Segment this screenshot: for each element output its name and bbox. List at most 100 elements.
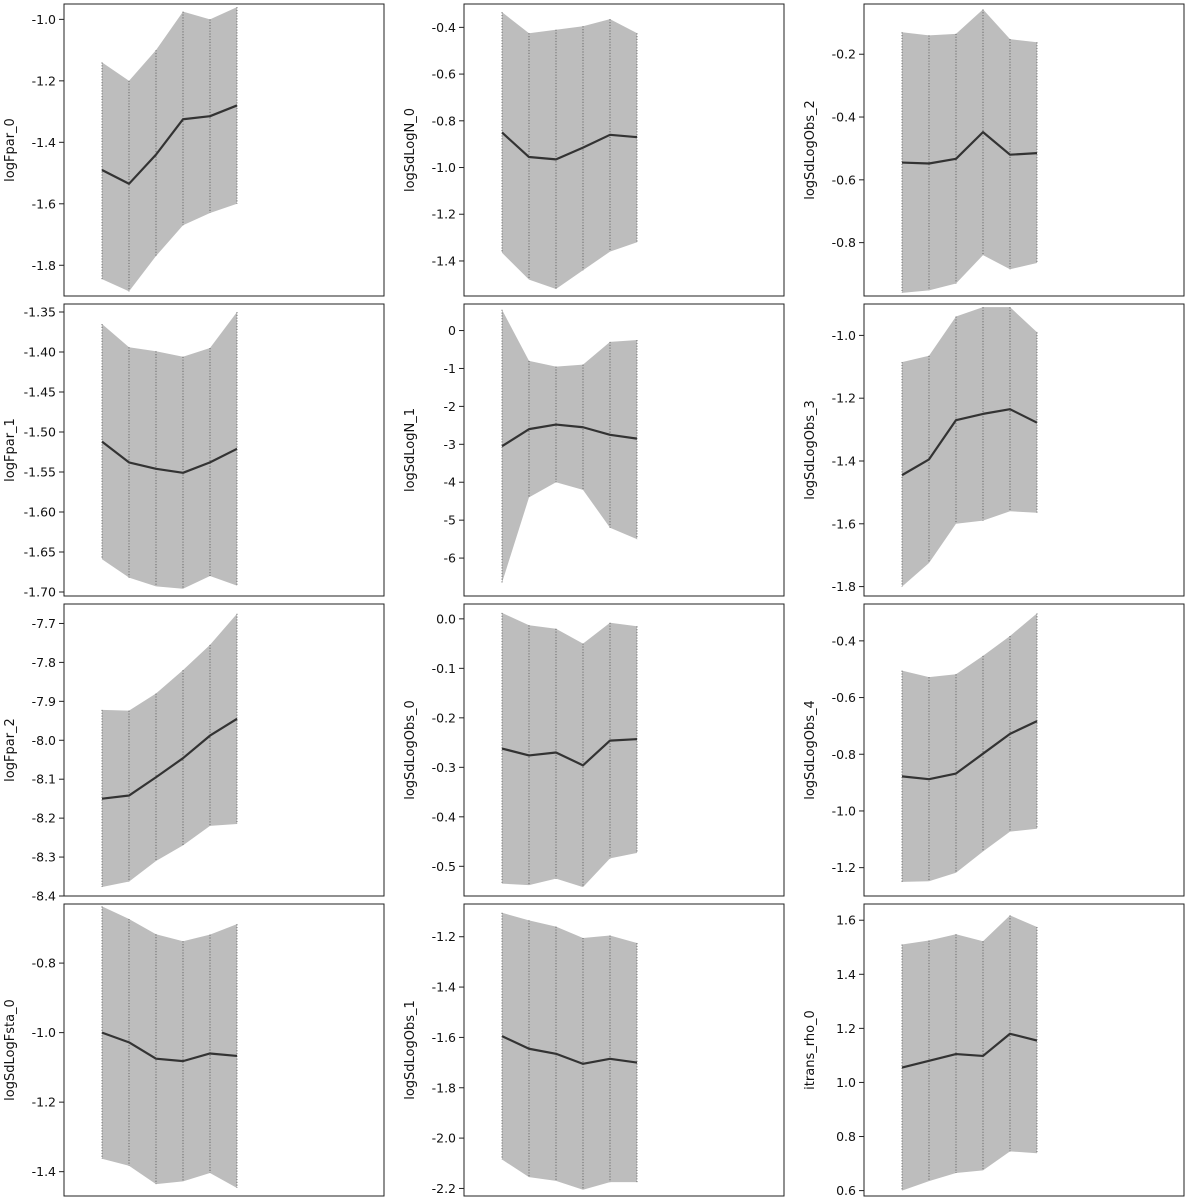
plot-frame (863, 303, 1185, 597)
mean-line (901, 1032, 1038, 1069)
y-tick-label-7: -8.3 (32, 850, 56, 865)
y-tick-label-2: -1.40 (24, 345, 56, 360)
y-tick-label-1: -0.8 (32, 956, 56, 971)
plot-frame (863, 3, 1185, 297)
y-tick-label-2: 1.4 (836, 967, 856, 982)
y-tick-label-5: -1.2 (432, 207, 456, 222)
y-tick-label-6: -2.2 (432, 1181, 456, 1196)
confidence-band (102, 906, 237, 1189)
y-tick-label-5: -2.0 (432, 1131, 456, 1146)
y-tick-label-5: 0.8 (836, 1129, 856, 1144)
y-tick-label-1: 1.6 (836, 913, 856, 928)
y-tick-label-1: 0.0 (436, 611, 456, 626)
y-tick-label-1: -1.35 (24, 305, 56, 320)
y-tick-label-1: -1.2 (432, 929, 456, 944)
y-tick-label-4: -0.8 (832, 235, 856, 250)
plot-frame (463, 903, 785, 1197)
confidence-band (502, 612, 637, 888)
plot-frame (863, 603, 1185, 897)
y-tick-label-3: -2 (444, 399, 456, 414)
chart-panel-6: -1.0 -1.2 -1.4 -1.6 -1.8 logSdLogObs_3 (803, 303, 1185, 597)
mean-line (901, 720, 1038, 781)
chart-panel-12: 1.6 1.4 1.2 1.0 0.8 0.6 itrans_rho_0 (803, 903, 1185, 1198)
confidence-band (902, 307, 1037, 587)
chart-panel-1: -1.0 -1.2 -1.4 -1.6 -1.8 logFpar_0 (3, 3, 385, 297)
y-tick-label-3: -0.8 (432, 113, 456, 128)
y-tick-label-5: -8.1 (32, 772, 56, 787)
y-tick-label-5: -1.8 (32, 258, 56, 273)
plot-frame (63, 303, 385, 597)
plot-frame (463, 303, 785, 597)
y-axis-label: logSdLogObs_4 (803, 700, 818, 800)
y-tick-label-5: -0.4 (432, 809, 456, 824)
chart-panel-5: 0 -1 -2 -3 -4 -5 -6 logSdLogN_1 (403, 303, 785, 597)
y-tick-label-8: -8.4 (32, 889, 56, 904)
y-tick-label-5: -4 (444, 475, 457, 490)
y-tick-label-2: -1 (444, 361, 456, 376)
y-tick-label-2: -1.0 (32, 1025, 56, 1040)
y-tick-label-3: -1.4 (832, 453, 856, 468)
y-tick-label-2: -1.2 (832, 391, 856, 406)
y-tick-label-5: -1.8 (832, 579, 856, 594)
y-axis-label: logSdLogObs_0 (403, 700, 418, 800)
mean-line (101, 440, 238, 474)
y-tick-label-6: -1.4 (432, 253, 456, 268)
y-tick-label-3: -1.2 (32, 1095, 56, 1110)
y-tick-label-5: -1.2 (832, 860, 856, 875)
y-tick-label-2: -0.4 (832, 110, 856, 125)
mean-line (101, 104, 238, 185)
plot-frame (863, 903, 1185, 1197)
y-tick-label-3: -0.6 (832, 172, 856, 187)
y-tick-label-3: -7.9 (32, 694, 56, 709)
y-tick-label-4: -8.0 (32, 733, 56, 748)
y-axis-label: logFpar_2 (3, 718, 18, 782)
mean-line (501, 131, 638, 161)
y-tick-label-2: -1.2 (32, 73, 56, 88)
y-tick-label-4: -1.0 (832, 803, 856, 818)
y-tick-label-6: -5 (444, 513, 456, 528)
y-tick-label-4: -1.6 (32, 196, 56, 211)
plot-frame (463, 603, 785, 897)
y-tick-label-1: -0.4 (432, 20, 456, 35)
mean-line (501, 423, 638, 448)
y-tick-label-4: -1.0 (432, 160, 456, 175)
mean-line (501, 1035, 638, 1065)
y-tick-label-3: 1.2 (836, 1021, 856, 1036)
chart-panel-2: -0.4 -0.6 -0.8 -1.0 -1.2 -1.4 logSdLogN_0 (403, 3, 785, 297)
plot-frame (63, 3, 385, 297)
y-tick-label-4: -1.4 (32, 1164, 56, 1179)
y-tick-label-4: 1.0 (836, 1075, 856, 1090)
confidence-band (102, 613, 237, 888)
y-tick-label-3: -0.2 (432, 710, 456, 725)
y-tick-label-8: -1.70 (24, 585, 56, 600)
y-tick-label-6: -1.60 (24, 505, 56, 520)
mean-line (101, 1031, 238, 1063)
y-tick-label-4: -1.6 (832, 516, 856, 531)
y-axis-label: logSdLogN_0 (403, 108, 418, 192)
chart-panel-7: -7.7 -7.8 -7.9 -8.0 -8.1 -8.2 -8.3 -8.4 logFpar_… (3, 603, 385, 904)
y-tick-label-6: -0.5 (432, 859, 456, 874)
mean-line (901, 131, 1038, 165)
y-axis-label: itrans_rho_0 (803, 1010, 818, 1090)
y-axis-label: logSdLogN_1 (403, 408, 418, 492)
mean-line (901, 408, 1038, 477)
y-tick-label-6: -8.2 (32, 811, 56, 826)
chart-panel-3: -0.2 -0.4 -0.6 -0.8 logSdLogObs_2 (803, 3, 1185, 297)
y-tick-label-2: -7.8 (32, 655, 56, 670)
y-tick-label-5: -1.55 (24, 465, 56, 480)
confidence-band (102, 312, 237, 589)
y-axis-label: logSdLogObs_1 (403, 1000, 418, 1100)
mean-line (101, 717, 238, 800)
confidence-band (502, 309, 637, 583)
y-tick-label-3: -0.8 (832, 747, 856, 762)
y-tick-label-7: -1.65 (24, 545, 56, 560)
y-tick-label-1: -0.2 (832, 47, 856, 62)
y-tick-label-6: 0.6 (836, 1183, 856, 1198)
y-tick-label-1: -1.0 (832, 328, 856, 343)
y-tick-label-1: -0.4 (832, 633, 856, 648)
y-axis-label: logSdLogFsta_0 (3, 999, 18, 1101)
plot-frame (463, 3, 785, 297)
y-tick-label-4: -0.3 (432, 760, 456, 775)
chart-panel-11: -1.2 -1.4 -1.6 -1.8 -2.0 -2.2 logSdLogObs_1 (403, 903, 785, 1197)
